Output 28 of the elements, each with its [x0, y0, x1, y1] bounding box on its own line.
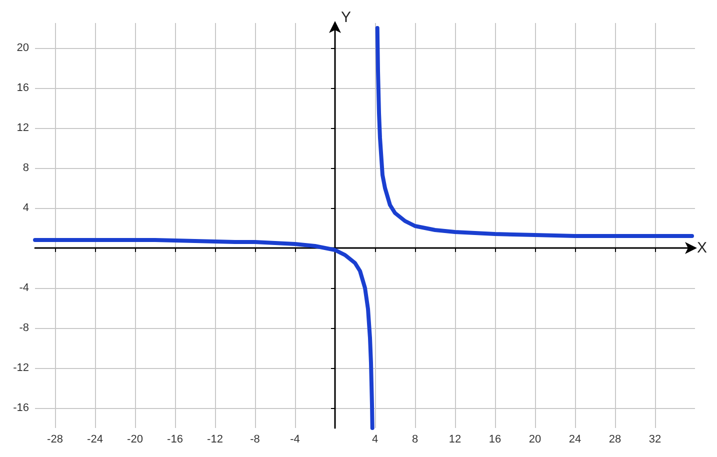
- x-tick-label: -24: [87, 434, 103, 446]
- y-tick-label: 16: [16, 82, 29, 94]
- line-series: [375, 26, 694, 238]
- x-tick-label: 28: [608, 434, 622, 446]
- x-tick-label: 4: [372, 434, 378, 446]
- x-tick-label: 8: [412, 434, 418, 446]
- y-tick-label: 12: [16, 122, 29, 134]
- y-tick-label: -4: [19, 282, 29, 294]
- x-tick-label: 24: [568, 434, 582, 446]
- x-tick-label: 20: [528, 434, 542, 446]
- y-tick-label: 4: [22, 202, 29, 214]
- x-tick-label: -16: [167, 434, 183, 446]
- x-tick-label: 16: [488, 434, 502, 446]
- y-tick-label: 8: [22, 162, 29, 174]
- y-axis-title: Y: [340, 9, 352, 26]
- x-tick-label: -12: [207, 434, 223, 446]
- x-tick-label: 12: [448, 434, 462, 446]
- x-axis-title: X: [697, 240, 708, 256]
- x-tick-label: -20: [127, 434, 143, 446]
- x-tick-label: -4: [290, 434, 300, 446]
- line-series: [33, 238, 374, 430]
- x-tick-label: 32: [648, 434, 662, 446]
- y-tick-label: -8: [19, 322, 29, 334]
- x-tick-label: -8: [250, 434, 260, 446]
- y-tick-label: 20: [16, 42, 29, 54]
- y-tick-label: -12: [13, 362, 29, 374]
- x-tick-label: -28: [47, 434, 63, 446]
- y-tick-label: -16: [13, 402, 29, 414]
